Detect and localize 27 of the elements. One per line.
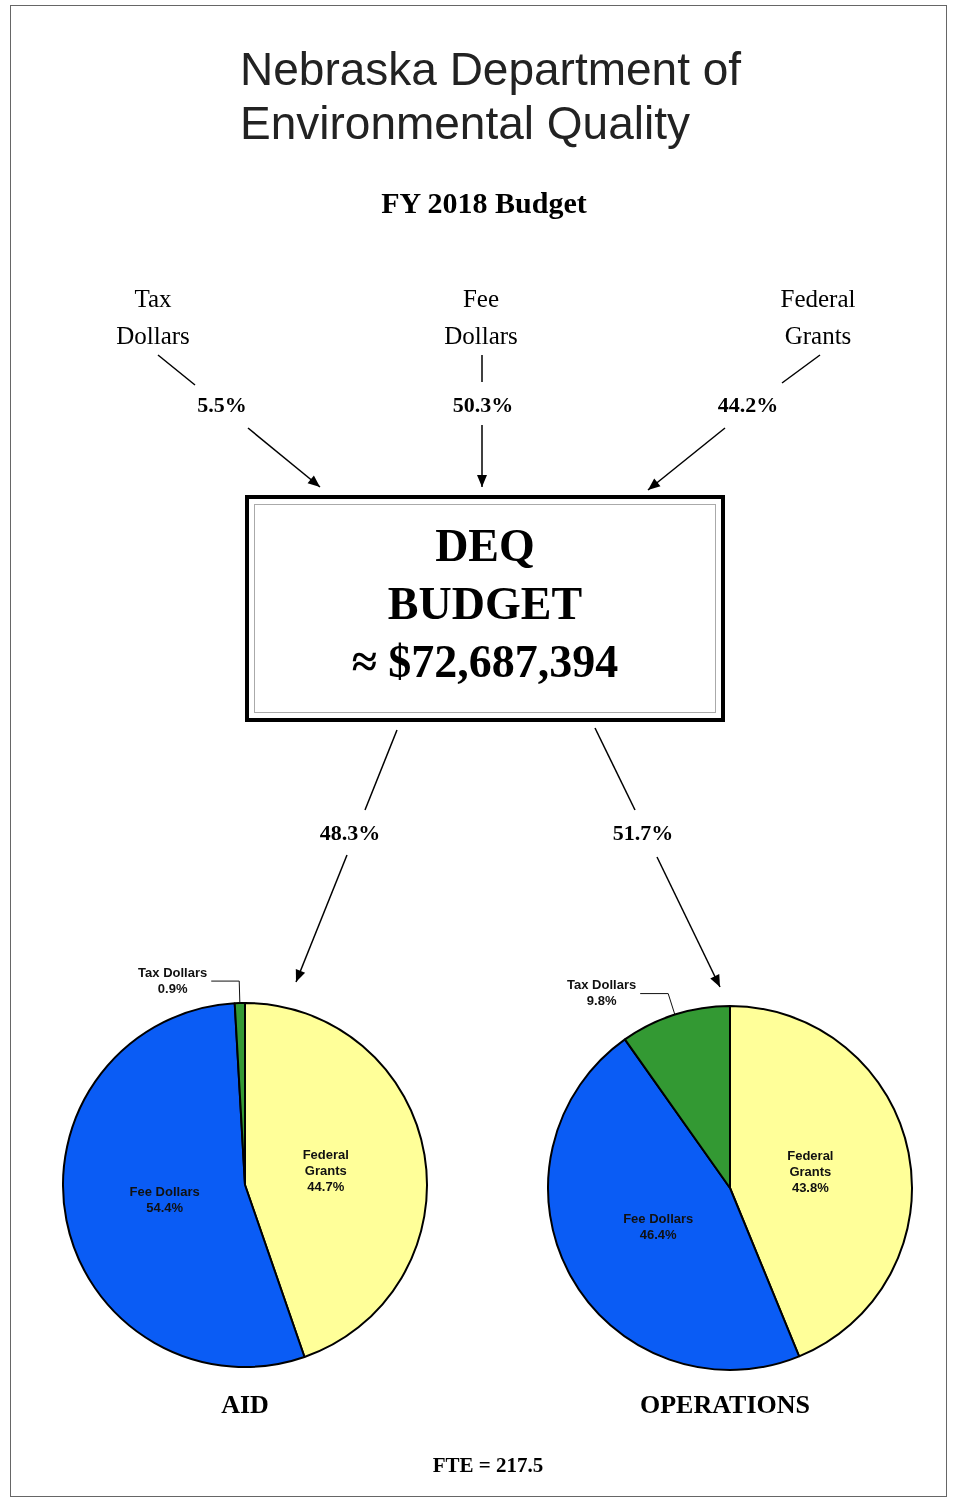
slice-label: Fee Dollars (623, 1211, 694, 1227)
text: 51.7% (611, 820, 675, 846)
slice-label: Federal Grants (302, 1147, 349, 1178)
text: 48.3% (318, 820, 382, 846)
data-label: 50.3% (451, 392, 515, 418)
data-label: 5.5% (196, 392, 248, 418)
data-label: 44.7% (307, 1179, 345, 1194)
slice-label: Tax Dollars (138, 964, 208, 980)
data-label: 0.9% (157, 980, 188, 996)
slice-label: Tax Dollars (567, 977, 637, 993)
data-label: 54.4% (146, 1200, 184, 1216)
data-label: 44.2% (716, 392, 780, 418)
category-label: Tax Dollars (116, 284, 190, 351)
slice-label: Fee Dollars (129, 1184, 200, 1200)
category-label: Federal Grants (780, 284, 856, 351)
category-label: Fee Dollars (444, 284, 518, 351)
text: DEQ BUDGET (387, 519, 583, 631)
text: AID (220, 1390, 270, 1420)
slice-label: Federal Grants (787, 1147, 834, 1179)
data-label: 43.8% (791, 1179, 830, 1195)
text: ≈ $72,687,394 (351, 635, 619, 689)
text: FY 2018 Budget (380, 186, 588, 220)
text: OPERATIONS (639, 1390, 811, 1420)
text: FTE = 217.5 (431, 1453, 545, 1478)
text: Nebraska Department of Environmental Quality (240, 42, 743, 150)
data-label: 46.4% (639, 1227, 678, 1243)
data-label: 9.8% (586, 993, 617, 1009)
